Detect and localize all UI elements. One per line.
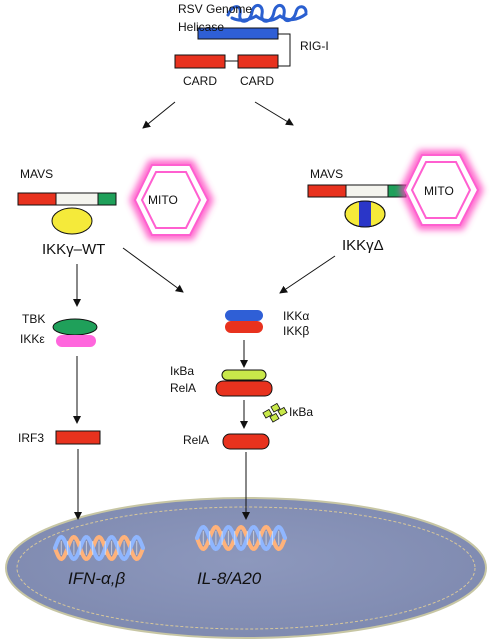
mavs-prorich-right [345,184,389,198]
mito-label-right: MITO [424,184,454,198]
ikkg-wt-label: IKKγ–WT [42,241,105,258]
card-domain-left [174,54,226,69]
mito-hexagon-icon: MITO [399,150,484,230]
dna-strand [195,524,287,552]
mavs-card-right [307,184,347,198]
tbk-label: TBK [22,312,45,326]
rig-i-label: RIG-I [300,39,329,53]
mavs-label-right: MAVS [310,167,343,181]
helicase-label: Helicase [178,20,224,34]
dna-strand [53,534,145,562]
mavs-label-left: MAVS [20,167,53,181]
ikkg-delta-oval [344,200,386,228]
tbk-oval [52,318,98,336]
ifn-gene-label: IFN-α,β [68,569,125,588]
card-domain-right [237,54,279,69]
mavs-prorich-left [55,192,99,206]
arrow-card-to-mavs-left [142,101,176,129]
ikkg-wt-oval [51,207,93,235]
rela-free-label: RelA [183,433,209,447]
arrow-wt-to-ikk [122,247,184,293]
ikba-fragment-icon [262,402,288,423]
ikka-label: IKKα [283,309,309,323]
ikba-label-bound: IκBa [170,364,194,378]
dna-helix-icon [195,524,287,552]
ikkb-label: IKKβ [283,324,309,338]
arrow-card-to-mavs-right [254,101,294,126]
card-label-left: CARD [183,74,217,88]
rsv-genome-label: RSV Genome [178,2,252,16]
card-label-right: CARD [240,74,274,88]
il8-gene-label: IL-8/A20 [197,569,262,588]
mito-hexagon-icon: MITO [129,160,214,240]
mavs-tm-left [97,192,117,206]
rela-label-bound: RelA [170,381,196,395]
ikba-free-label: IκBa [289,405,313,419]
ikkg-delta-label: IKKγΔ [342,237,384,254]
ikke-label: IKKε [20,332,45,346]
irf3-label: IRF3 [18,431,44,445]
ikkb-pill [225,321,263,333]
rna-strand-icon [226,4,308,23]
rig-i-bracket [278,33,291,67]
rela-free-pill [222,433,270,450]
ikba-bound-pill [221,369,267,381]
ikke-pill [56,335,96,347]
dna-strand [53,534,145,562]
dna-helix-icon [53,534,145,562]
irf3-bar [55,430,101,445]
mavs-card-left [17,192,57,206]
mito-label-left: MITO [148,193,178,207]
rela-bound-pill [215,380,273,397]
arrow-delta-to-ikk [279,255,336,294]
dna-strand [195,524,287,552]
ikka-pill [225,310,263,321]
